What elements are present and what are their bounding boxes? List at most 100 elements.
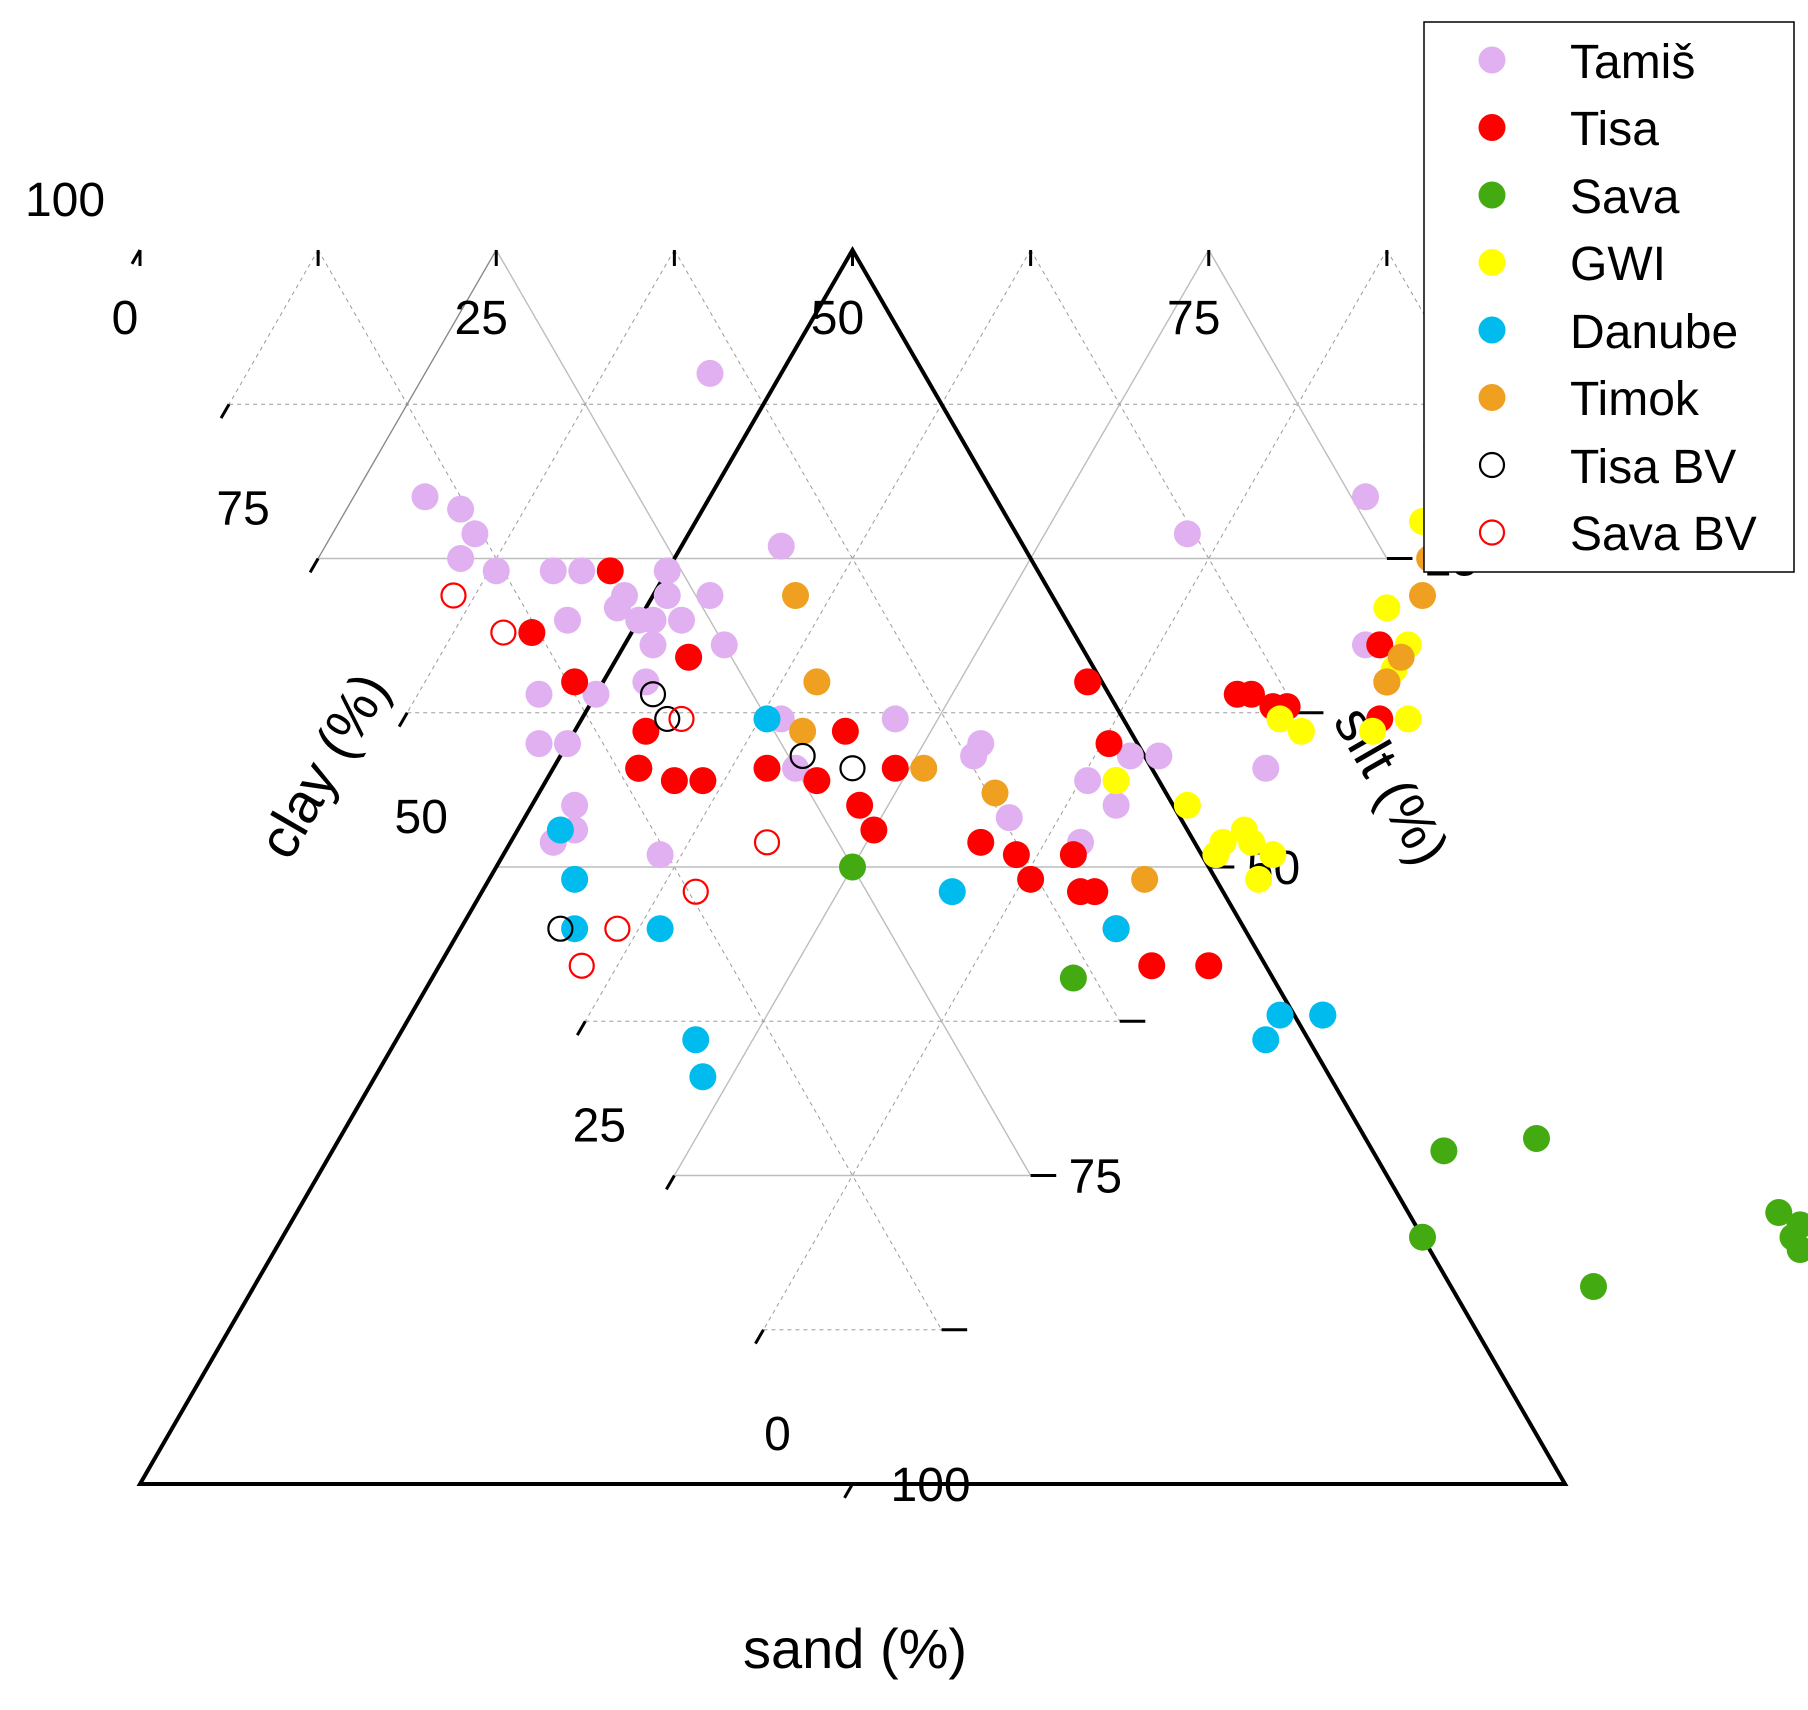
point-danube bbox=[689, 1063, 717, 1091]
point-tami- bbox=[525, 730, 553, 758]
point-tami- bbox=[411, 483, 439, 511]
point-sava bbox=[1430, 1137, 1458, 1165]
point-tami- bbox=[554, 606, 581, 634]
point-gwi bbox=[1173, 791, 1201, 819]
legend-marker-danube bbox=[1478, 316, 1506, 344]
point-tisa bbox=[1238, 680, 1265, 708]
clay-tick-mark bbox=[754, 1328, 765, 1345]
point-tisa bbox=[675, 643, 703, 671]
point-tami- bbox=[1074, 767, 1102, 795]
point-tami- bbox=[1173, 520, 1201, 548]
clay-tick-mark bbox=[843, 1483, 854, 1499]
point-sava-bv bbox=[668, 705, 695, 733]
point-tisa bbox=[561, 668, 589, 696]
point-gwi bbox=[1287, 717, 1315, 745]
grid-line-silt bbox=[406, 249, 675, 714]
point-tisa bbox=[596, 557, 624, 585]
point-danube bbox=[561, 865, 589, 893]
point-gwi bbox=[1238, 828, 1265, 856]
point-tami- bbox=[603, 594, 631, 622]
point-tami- bbox=[639, 631, 667, 659]
clay-tick-mark bbox=[219, 403, 231, 419]
point-tami- bbox=[710, 631, 738, 659]
point-tami- bbox=[995, 804, 1023, 832]
point-tisa-bv bbox=[639, 681, 667, 708]
point-sava bbox=[1580, 1273, 1607, 1301]
point-tami- bbox=[668, 606, 695, 634]
point-tisa bbox=[1195, 952, 1223, 980]
point-tami- bbox=[782, 754, 809, 782]
legend-label-tisa: Tisa bbox=[1570, 103, 1659, 156]
point-danube bbox=[753, 705, 781, 733]
clay-tick-100: 100 bbox=[25, 174, 105, 227]
point-timok bbox=[782, 582, 809, 610]
point-tami- bbox=[967, 730, 995, 758]
grid-line-silt bbox=[228, 249, 319, 405]
point-timok bbox=[1373, 668, 1401, 696]
point-tisa-bv bbox=[839, 755, 866, 782]
sand-tick-0: 0 bbox=[112, 292, 139, 345]
point-tisa bbox=[518, 619, 546, 647]
legend-label-sava: Sava bbox=[1570, 171, 1680, 224]
point-sava bbox=[1059, 964, 1087, 992]
point-tami- bbox=[554, 730, 581, 758]
point-tisa bbox=[632, 717, 660, 745]
grid-line-silt-75 bbox=[317, 249, 497, 559]
point-sava bbox=[1765, 1199, 1793, 1227]
point-tisa bbox=[831, 717, 859, 745]
clay-tick-mark bbox=[576, 1020, 587, 1036]
point-timok bbox=[1409, 582, 1436, 610]
point-tami- bbox=[1145, 742, 1173, 770]
point-timok bbox=[803, 668, 831, 696]
clay-tick-mark bbox=[308, 557, 320, 574]
grid bbox=[228, 249, 1477, 1331]
point-timok bbox=[910, 754, 938, 782]
legend-label-timok: Timok bbox=[1570, 373, 1700, 426]
legend-marker-gwi bbox=[1478, 249, 1506, 276]
point-tami- bbox=[1102, 791, 1130, 819]
point-tami- bbox=[696, 582, 724, 610]
legend-marker-sava-bv bbox=[1478, 519, 1506, 546]
point-danube bbox=[682, 1026, 710, 1054]
sand-axis-title: sand (%) bbox=[743, 1617, 967, 1680]
legend-label-gwi: GWI bbox=[1570, 238, 1666, 291]
point-tisa bbox=[1366, 631, 1394, 659]
point-sava-bv bbox=[568, 952, 595, 979]
point-sava-bv bbox=[682, 878, 709, 905]
point-gwi bbox=[1102, 767, 1130, 795]
point-tisa bbox=[1095, 730, 1123, 758]
sand-tick-50: 50 bbox=[811, 292, 864, 345]
point-tisa-bv bbox=[654, 705, 681, 733]
grid-line-sand bbox=[317, 249, 942, 1331]
point-tisa bbox=[860, 816, 888, 844]
point-tami- bbox=[568, 557, 596, 585]
point-danube bbox=[546, 816, 574, 844]
clay-tick-75: 75 bbox=[216, 483, 269, 536]
point-tami- bbox=[767, 532, 795, 560]
point-gwi bbox=[1359, 717, 1387, 745]
point-tami- bbox=[625, 606, 653, 634]
point-timok bbox=[1131, 865, 1159, 893]
legend-label-tisa-bv: Tisa BV bbox=[1570, 441, 1736, 494]
point-sava bbox=[1786, 1211, 1808, 1239]
point-sava bbox=[1409, 1223, 1436, 1251]
point-tami- bbox=[653, 582, 681, 610]
legend-label-sava-bv: Sava BV bbox=[1570, 508, 1757, 561]
point-danube bbox=[646, 915, 674, 943]
legend-label-tamis: Tamiš bbox=[1570, 36, 1695, 89]
point-gwi bbox=[1202, 841, 1230, 869]
point-sava bbox=[1786, 1236, 1808, 1264]
point-tami- bbox=[582, 680, 610, 708]
point-tisa bbox=[1138, 952, 1166, 980]
point-sava-bv bbox=[753, 829, 781, 856]
point-tami- bbox=[561, 791, 589, 819]
legend-marker-tisa-bv bbox=[1478, 451, 1506, 479]
point-sava bbox=[839, 853, 866, 881]
point-timok bbox=[1387, 643, 1415, 671]
point-gwi bbox=[1259, 841, 1287, 869]
point-sava-bv bbox=[490, 619, 517, 646]
point-tami- bbox=[1252, 754, 1280, 782]
point-tisa bbox=[881, 754, 909, 782]
point-gwi bbox=[1245, 865, 1273, 893]
point-tisa bbox=[1002, 841, 1030, 869]
